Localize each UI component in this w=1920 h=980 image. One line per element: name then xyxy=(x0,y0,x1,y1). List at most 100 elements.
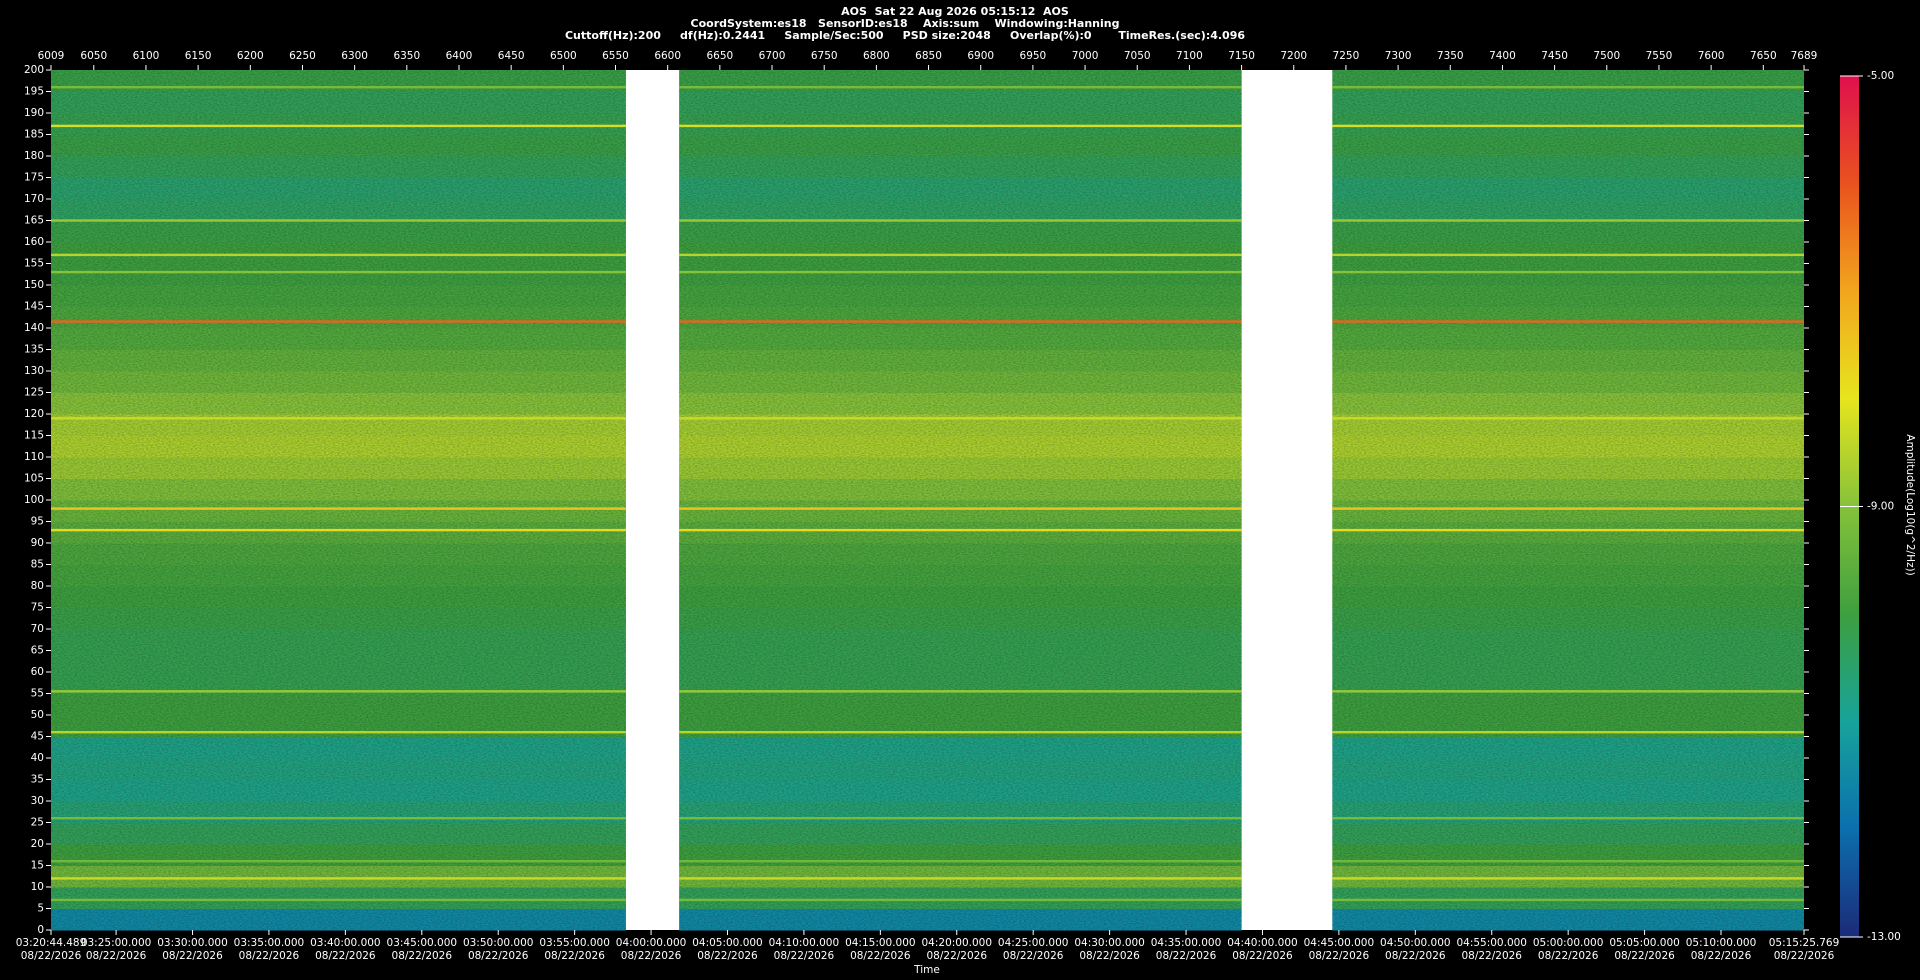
y-tick-label: 75 xyxy=(31,602,44,614)
x-tick-label: 6400 xyxy=(446,50,473,62)
date-tick-label: 08/22/2026 xyxy=(926,950,987,962)
x-tick-label: 6050 xyxy=(80,50,107,62)
spectral-line xyxy=(51,219,626,222)
x-tick-label: 7100 xyxy=(1176,50,1203,62)
time-tick-label: 04:25:00.000 xyxy=(998,937,1069,949)
data-segment xyxy=(1332,70,1804,931)
spectral-line xyxy=(1332,817,1804,820)
y-tick-label: 115 xyxy=(24,430,44,442)
time-tick-label: 04:00:00.000 xyxy=(616,937,687,949)
spectral-line xyxy=(679,877,1242,880)
date-tick-label: 08/22/2026 xyxy=(621,950,682,962)
x-tick-label: 6850 xyxy=(915,50,942,62)
spectral-line xyxy=(1332,417,1804,420)
colorbar-label: Amplitude(Log10(g^2/Hz)) xyxy=(1904,434,1916,575)
spectral-line xyxy=(51,731,626,734)
spectral-line xyxy=(679,528,1242,532)
time-tick-label: 04:30:00.000 xyxy=(1074,937,1145,949)
time-tick-label: 03:25:00.000 xyxy=(81,937,152,949)
y-tick-label: 180 xyxy=(24,150,44,162)
spectral-line xyxy=(1332,270,1804,274)
y-tick-label: 105 xyxy=(24,473,44,485)
y-tick-label: 70 xyxy=(31,623,44,635)
time-tick-label: 04:15:00.000 xyxy=(845,937,916,949)
y-tick-label: 10 xyxy=(31,881,44,893)
x-tick-label: 6200 xyxy=(237,50,264,62)
y-tick-label: 190 xyxy=(24,107,44,119)
x-tick-label: 7650 xyxy=(1750,50,1777,62)
time-tick-label: 04:55:00.000 xyxy=(1456,937,1527,949)
y-tick-label: 175 xyxy=(24,172,44,184)
x-tick-label: 6450 xyxy=(498,50,525,62)
y-tick-label: 125 xyxy=(24,387,44,399)
spectral-line xyxy=(1332,898,1804,902)
x-tick-label: 7500 xyxy=(1593,50,1620,62)
y-tick-label: 85 xyxy=(31,559,44,571)
date-tick-label: 08/22/2026 xyxy=(1774,950,1835,962)
noise-texture xyxy=(679,70,1242,930)
y-tick-label: 35 xyxy=(31,774,44,786)
spectral-line xyxy=(679,253,1242,257)
spectral-line xyxy=(679,690,1242,693)
time-tick-label: 03:55:00.000 xyxy=(539,937,610,949)
y-tick-label: 110 xyxy=(24,451,44,463)
spectral-line xyxy=(1332,877,1804,880)
time-tick-label: 04:35:00.000 xyxy=(1151,937,1222,949)
y-tick-label: 55 xyxy=(31,688,44,700)
x-tick-label: 6600 xyxy=(654,50,681,62)
x-tick-label: 6009 xyxy=(38,50,65,62)
x-tick-label: 6700 xyxy=(759,50,786,62)
x-tick-label: 7200 xyxy=(1280,50,1307,62)
x-axis-label: Time xyxy=(913,964,940,976)
spectral-line xyxy=(1332,860,1804,863)
y-tick-label: 65 xyxy=(31,645,44,657)
spectral-line xyxy=(1332,690,1804,693)
time-tick-label: 04:50:00.000 xyxy=(1380,937,1451,949)
x-tick-label: 6100 xyxy=(133,50,160,62)
date-tick-label: 08/22/2026 xyxy=(315,950,376,962)
date-tick-label: 08/22/2026 xyxy=(1003,950,1064,962)
y-tick-label: 20 xyxy=(31,838,44,850)
date-tick-label: 08/22/2026 xyxy=(1079,950,1140,962)
colorbar-tick-label: -13.00 xyxy=(1867,931,1901,943)
time-tick-label: 05:15:25.769 xyxy=(1769,937,1840,949)
y-tick-label: 155 xyxy=(24,258,44,270)
date-tick-label: 08/22/2026 xyxy=(1461,950,1522,962)
x-tick-label: 6350 xyxy=(393,50,420,62)
y-tick-label: 135 xyxy=(24,344,44,356)
y-tick-label: 95 xyxy=(31,516,44,528)
date-tick-label: 08/22/2026 xyxy=(1232,950,1293,962)
time-tick-label: 04:10:00.000 xyxy=(769,937,840,949)
y-tick-label: 195 xyxy=(24,86,44,98)
x-tick-label: 6150 xyxy=(185,50,212,62)
time-tick-label: 05:00:00.000 xyxy=(1533,937,1604,949)
x-tick-label: 6300 xyxy=(341,50,368,62)
spectral-line xyxy=(51,320,626,323)
date-tick-label: 08/22/2026 xyxy=(1691,950,1752,962)
y-tick-label: 140 xyxy=(24,322,44,334)
axes: 0 5 10 15 20 25 30 35 40 45 50 55 60 65 70 75 80 85 90 95 10… xyxy=(16,50,1901,962)
spectral-line xyxy=(51,253,626,257)
chart-subtitle: Cuttoff(Hz):200 df(Hz):0.2441 Sample/Sec… xyxy=(565,29,1245,42)
time-tick-label: 05:10:00.000 xyxy=(1686,937,1757,949)
spectral-line xyxy=(1332,507,1804,510)
y-tick-label: 80 xyxy=(31,580,44,592)
y-tick-label: 170 xyxy=(24,193,44,205)
noise-texture xyxy=(51,70,626,930)
y-tick-label: 165 xyxy=(24,215,44,227)
y-tick-label: 0 xyxy=(37,924,44,936)
x-tick-label: 6250 xyxy=(289,50,316,62)
x-tick-label: 7689 xyxy=(1791,50,1818,62)
spectral-line xyxy=(1332,528,1804,532)
spectral-line xyxy=(679,731,1242,734)
plot-area xyxy=(51,70,1804,931)
date-tick-label: 08/22/2026 xyxy=(392,950,453,962)
x-tick-label: 7400 xyxy=(1489,50,1516,62)
x-tick-label: 6800 xyxy=(863,50,890,62)
x-tick-label: 6950 xyxy=(1020,50,1047,62)
y-tick-label: 90 xyxy=(31,537,44,549)
x-tick-label: 6500 xyxy=(550,50,577,62)
date-tick-label: 08/22/2026 xyxy=(21,950,82,962)
time-tick-label: 03:20:44.489 xyxy=(16,937,87,949)
